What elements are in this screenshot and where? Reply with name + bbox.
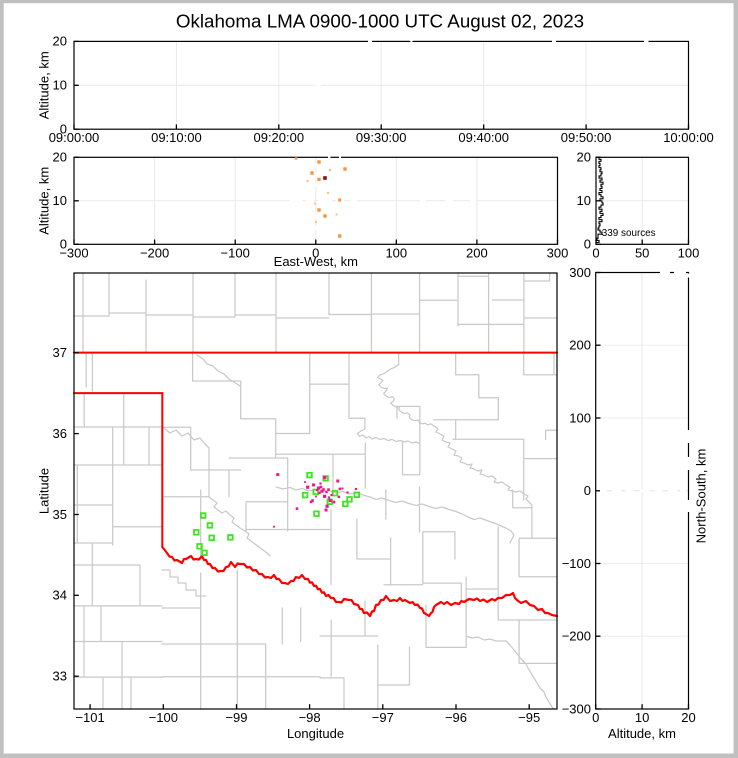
svg-text:20: 20 [681, 710, 695, 725]
svg-text:34: 34 [53, 588, 67, 603]
svg-text:0: 0 [592, 246, 599, 261]
svg-text:33: 33 [53, 669, 67, 684]
svg-text:20: 20 [53, 34, 67, 49]
svg-text:200: 200 [569, 338, 591, 353]
svg-text:09:10:00: 09:10:00 [151, 130, 202, 145]
svg-text:North-South, km: North-South, km [694, 449, 709, 544]
svg-text:10: 10 [577, 193, 591, 208]
svg-text:−300: −300 [59, 246, 88, 261]
svg-text:300: 300 [547, 246, 569, 261]
svg-text:100: 100 [678, 246, 700, 261]
svg-text:−100: −100 [221, 246, 250, 261]
svg-text:100: 100 [385, 246, 407, 261]
svg-text:10:00:00: 10:00:00 [663, 130, 714, 145]
svg-text:10: 10 [53, 78, 67, 93]
svg-text:36: 36 [53, 426, 67, 441]
svg-text:−101: −101 [75, 710, 104, 725]
svg-text:339 sources: 339 sources [602, 228, 656, 239]
svg-text:09:20:00: 09:20:00 [253, 130, 304, 145]
svg-text:Altitude, km: Altitude, km [37, 167, 52, 235]
svg-text:09:50:00: 09:50:00 [561, 130, 612, 145]
svg-text:0: 0 [60, 237, 67, 252]
svg-text:0: 0 [60, 122, 67, 137]
svg-text:−200: −200 [140, 246, 169, 261]
svg-text:Oklahoma LMA 0900-1000 UTC Aug: Oklahoma LMA 0900-1000 UTC August 02, 20… [176, 11, 584, 32]
svg-text:09:40:00: 09:40:00 [458, 130, 509, 145]
svg-text:−100: −100 [149, 710, 178, 725]
svg-text:Altitude, km: Altitude, km [608, 726, 676, 741]
svg-text:East-West, km: East-West, km [274, 254, 358, 269]
svg-text:−97: −97 [372, 710, 394, 725]
svg-text:0: 0 [584, 483, 591, 498]
svg-text:0: 0 [584, 237, 591, 252]
svg-text:09:30:00: 09:30:00 [356, 130, 407, 145]
svg-text:300: 300 [569, 265, 591, 280]
svg-text:50: 50 [635, 246, 649, 261]
svg-text:0: 0 [312, 246, 319, 261]
svg-text:−100: −100 [562, 556, 591, 571]
svg-text:−99: −99 [225, 710, 247, 725]
svg-text:−98: −98 [299, 710, 321, 725]
svg-text:37: 37 [53, 345, 67, 360]
svg-text:09:00:00: 09:00:00 [49, 130, 100, 145]
svg-text:35: 35 [53, 507, 67, 522]
svg-text:−95: −95 [518, 710, 540, 725]
svg-text:10: 10 [635, 710, 649, 725]
svg-text:10: 10 [53, 193, 67, 208]
svg-text:Altitude, km: Altitude, km [37, 51, 52, 119]
svg-text:20: 20 [53, 150, 67, 165]
svg-text:−96: −96 [445, 710, 467, 725]
svg-text:100: 100 [569, 410, 591, 425]
svg-text:0: 0 [592, 710, 599, 725]
svg-text:20: 20 [577, 150, 591, 165]
svg-text:Latitude: Latitude [37, 468, 52, 514]
svg-text:−300: −300 [562, 701, 591, 716]
svg-text:200: 200 [466, 246, 488, 261]
svg-text:Longitude: Longitude [287, 726, 344, 741]
svg-text:−200: −200 [562, 629, 591, 644]
